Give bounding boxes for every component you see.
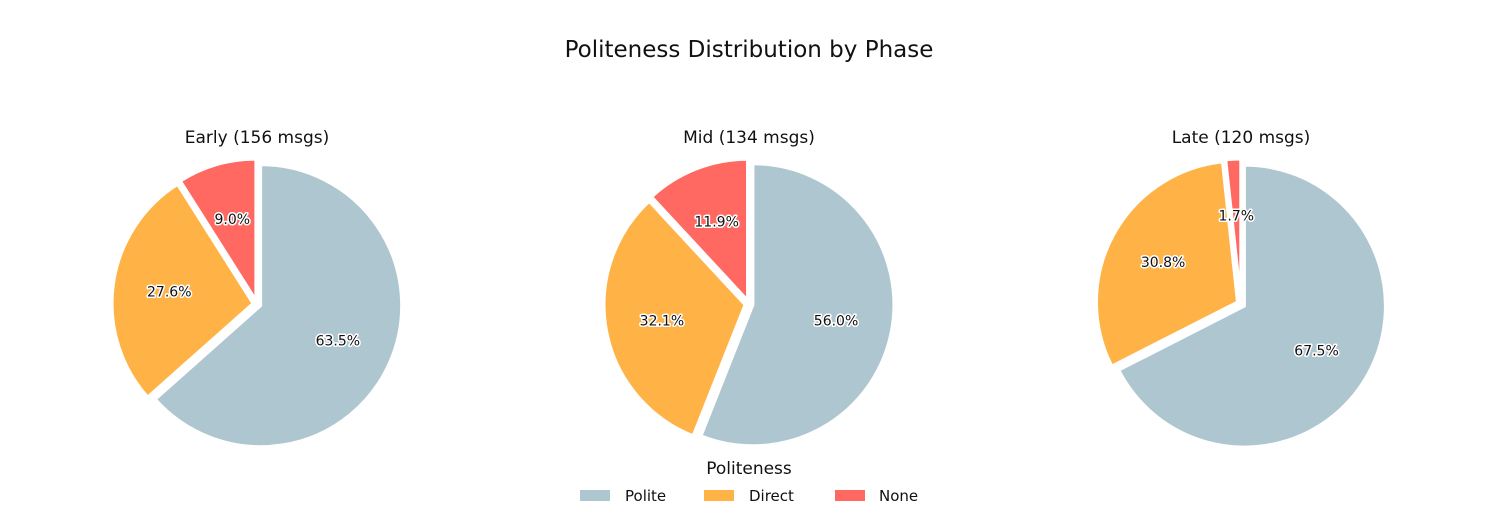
legend-title: Politeness [706, 459, 792, 479]
pie-slice-none [178, 157, 258, 302]
pie-title-late: Late (120 msgs) [1172, 128, 1311, 148]
pie-late: Late (120 msgs) 1.7% 30.8% 67.5% [1094, 128, 1387, 449]
pie-slice-direct [602, 199, 747, 438]
pie-slice-polite [1117, 163, 1387, 449]
pie-early: Early (156 msgs) 9.0% 27.6% 63.5% [110, 128, 404, 449]
pie-title-mid: Mid (134 msgs) [683, 128, 815, 148]
pie-slice-label-none: 11.9% [694, 215, 738, 231]
pie-slice-label-direct: 32.1% [640, 313, 684, 329]
pie-slice-label-direct: 30.8% [1141, 255, 1185, 271]
pie-slice-label-none: 9.0% [215, 212, 251, 228]
pie-slice-label-polite: 63.5% [316, 333, 360, 349]
legend-swatch-polite [580, 490, 610, 501]
pie-slice-label-polite: 56.0% [814, 314, 858, 330]
pie-slice-direct [1094, 160, 1239, 368]
legend: Politeness Polite Direct None [580, 459, 918, 505]
pie-slice-none [1224, 157, 1243, 302]
pie-slice-direct [110, 182, 255, 399]
legend-label-none: None [879, 487, 918, 505]
pie-slice-polite [153, 163, 404, 449]
pie-slice-polite [699, 162, 896, 448]
pie-slice-none [650, 157, 750, 302]
pie-title-early: Early (156 msgs) [185, 128, 330, 148]
pie-slice-label-polite: 67.5% [1294, 343, 1338, 359]
legend-label-polite: Polite [625, 487, 666, 505]
legend-swatch-direct [704, 490, 734, 501]
legend-label-direct: Direct [749, 487, 794, 505]
pie-slice-label-none: 1.7% [1218, 209, 1254, 225]
legend-swatch-none [835, 490, 865, 501]
chart-title: Politeness Distribution by Phase [565, 37, 934, 63]
pie-mid: Mid (134 msgs) 11.9% 32.1% 56.0% [602, 128, 896, 448]
pie-slice-label-direct: 27.6% [147, 285, 191, 301]
